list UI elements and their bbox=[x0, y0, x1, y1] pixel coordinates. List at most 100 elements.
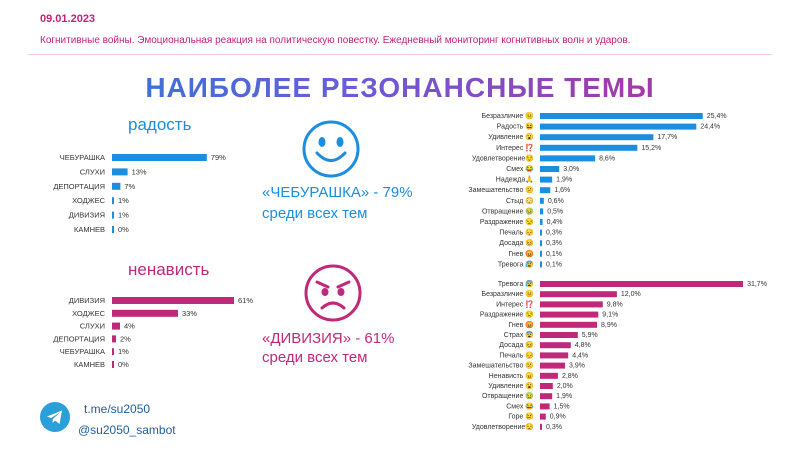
emotions-chart-bottom: Тревога 😰 31,7% Безразличие 😐 12,0% Интерес … bbox=[468, 279, 767, 431]
value-label: 0% bbox=[118, 225, 129, 234]
telegram-icon[interactable] bbox=[40, 402, 70, 432]
joy-top-topic: «ЧЕБУРАШКА» - 79% bbox=[262, 184, 413, 201]
value-label: 2,0% bbox=[557, 383, 573, 390]
bar bbox=[540, 291, 617, 298]
category-label: СЛУХИ bbox=[80, 167, 105, 176]
category-label: Стыд 😳 bbox=[506, 196, 534, 205]
bar bbox=[112, 226, 114, 233]
bar bbox=[540, 113, 703, 119]
bar bbox=[112, 309, 178, 317]
value-label: 4,4% bbox=[572, 352, 588, 359]
telegram-bot-handle[interactable]: @su2050_sambot bbox=[78, 423, 176, 437]
bar bbox=[112, 197, 114, 205]
bar bbox=[540, 281, 744, 287]
bar bbox=[540, 332, 578, 338]
value-label: 5,9% bbox=[582, 332, 598, 339]
bar bbox=[540, 176, 553, 183]
category-label: Гнев 😡 bbox=[508, 320, 534, 329]
bar bbox=[112, 348, 114, 356]
category-label: Раздражение 😒 bbox=[480, 310, 534, 319]
telegram-link[interactable]: t.me/su2050 bbox=[84, 402, 151, 416]
value-label: 15,2% bbox=[641, 145, 661, 152]
value-label: 1,9% bbox=[556, 177, 572, 184]
category-label: Печаль 😔 bbox=[499, 228, 534, 237]
bar bbox=[540, 362, 565, 369]
value-label: 61% bbox=[238, 296, 253, 305]
bar bbox=[540, 134, 654, 141]
bar bbox=[112, 322, 120, 330]
category-label: ДЕПОРТАЦИЯ bbox=[53, 334, 105, 343]
value-label: 2,8% bbox=[562, 373, 578, 380]
bar bbox=[112, 182, 121, 190]
value-label: 1% bbox=[118, 347, 129, 356]
category-label: Раздражение 😒 bbox=[480, 217, 534, 226]
value-label: 13% bbox=[132, 167, 147, 176]
value-label: 4% bbox=[124, 322, 135, 331]
value-label: 9,1% bbox=[602, 312, 618, 319]
bar bbox=[112, 154, 207, 161]
category-label: КАМНЕВ bbox=[74, 360, 105, 369]
category-label: ХОДЖЕС bbox=[72, 196, 105, 205]
value-label: 25,4% bbox=[707, 113, 727, 120]
bar bbox=[540, 311, 599, 318]
category-label: ДИВИЗИЯ bbox=[69, 211, 105, 220]
category-label: Отвращение 🤢 bbox=[482, 391, 534, 400]
value-label: 1,9% bbox=[556, 393, 572, 400]
value-label: 2% bbox=[120, 334, 131, 343]
bar bbox=[540, 166, 560, 172]
bar bbox=[540, 301, 603, 308]
angry-face-icon bbox=[304, 264, 362, 322]
bar bbox=[540, 383, 553, 389]
bar bbox=[540, 144, 638, 151]
bar bbox=[540, 219, 543, 225]
value-label: 0% bbox=[118, 360, 129, 369]
category-label: Удовлетворение😌 bbox=[472, 422, 534, 431]
value-label: 3,9% bbox=[569, 363, 585, 370]
category-label: Горе 😢 bbox=[508, 412, 534, 421]
category-label: ДИВИЗИЯ bbox=[69, 296, 105, 305]
bar bbox=[540, 261, 542, 268]
joy-topics-chart: ЧЕБУРАШКА 79% СЛУХИ 13% ДЕПОРТАЦИЯ 7% ХОДЖЕС 1%… bbox=[53, 153, 226, 234]
value-label: 0,6% bbox=[548, 198, 564, 205]
report-subtitle: Когнитивные войны. Эмоциональная реакция… bbox=[40, 35, 631, 46]
category-label: Тревога 😰 bbox=[498, 279, 534, 288]
category-label: Удивление 😮 bbox=[488, 132, 534, 141]
happy-face-icon bbox=[302, 120, 360, 178]
category-label: СЛУХИ bbox=[80, 322, 105, 331]
value-label: 0,1% bbox=[546, 261, 562, 268]
category-label: Безразличие 😐 bbox=[482, 289, 535, 298]
header-divider bbox=[28, 54, 772, 55]
value-label: 31,7% bbox=[747, 281, 767, 288]
category-label: Отвращение 🤢 bbox=[482, 206, 534, 215]
value-label: 0,3% bbox=[546, 240, 562, 247]
hate-topics-chart: ДИВИЗИЯ 61% ХОДЖЕС 33% СЛУХИ 4% ДЕПОРТАЦИЯ 2% ЧЕ… bbox=[53, 296, 253, 369]
value-label: 7% bbox=[124, 182, 135, 191]
category-label: Досада 😣 bbox=[499, 238, 534, 247]
category-label: Безразличие 😐 bbox=[482, 111, 535, 120]
bar bbox=[540, 155, 596, 162]
value-label: 8,6% bbox=[599, 155, 615, 162]
bar bbox=[540, 208, 544, 215]
value-label: 0,1% bbox=[546, 251, 562, 258]
value-label: 24,4% bbox=[700, 124, 720, 131]
value-label: 33% bbox=[182, 309, 197, 318]
category-label: Удивление 😮 bbox=[488, 381, 534, 390]
bar bbox=[540, 187, 551, 194]
bar bbox=[540, 423, 542, 430]
bar bbox=[540, 321, 598, 328]
value-label: 0,3% bbox=[546, 230, 562, 237]
value-label: 0,4% bbox=[547, 219, 563, 226]
bar bbox=[112, 297, 234, 304]
value-label: 1,6% bbox=[554, 187, 570, 194]
bar bbox=[540, 393, 553, 400]
bar bbox=[112, 211, 114, 219]
bar bbox=[112, 168, 128, 176]
bar bbox=[540, 123, 697, 130]
category-label: Смех 😂 bbox=[506, 164, 534, 173]
joy-top-topic-note: среди всех тем bbox=[262, 205, 368, 222]
category-label: Гнев 😡 bbox=[508, 249, 534, 258]
bar bbox=[540, 413, 546, 420]
value-label: 9,8% bbox=[607, 301, 623, 308]
bar bbox=[112, 361, 114, 368]
value-label: 1% bbox=[118, 196, 129, 205]
